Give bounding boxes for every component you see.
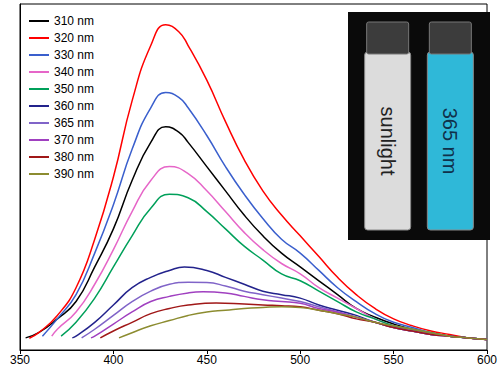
- svg-text:350 nm: 350 nm: [54, 82, 94, 96]
- svg-text:330 nm: 330 nm: [54, 48, 94, 62]
- svg-text:370 nm: 370 nm: [54, 133, 94, 147]
- svg-text:360 nm: 360 nm: [54, 99, 94, 113]
- svg-text:380 nm: 380 nm: [54, 150, 94, 164]
- svg-text:365 nm: 365 nm: [439, 108, 461, 175]
- svg-text:390 nm: 390 nm: [54, 167, 94, 181]
- svg-text:600: 600: [477, 353, 497, 367]
- svg-text:340 nm: 340 nm: [54, 65, 94, 79]
- svg-text:320 nm: 320 nm: [54, 31, 94, 45]
- svg-text:550: 550: [384, 353, 404, 367]
- svg-text:350: 350: [10, 353, 30, 367]
- svg-text:365 nm: 365 nm: [54, 116, 94, 130]
- svg-text:sunlight: sunlight: [377, 107, 399, 176]
- svg-text:310 nm: 310 nm: [54, 14, 94, 28]
- svg-text:450: 450: [197, 353, 217, 367]
- svg-text:500: 500: [290, 353, 310, 367]
- svg-text:400: 400: [103, 353, 123, 367]
